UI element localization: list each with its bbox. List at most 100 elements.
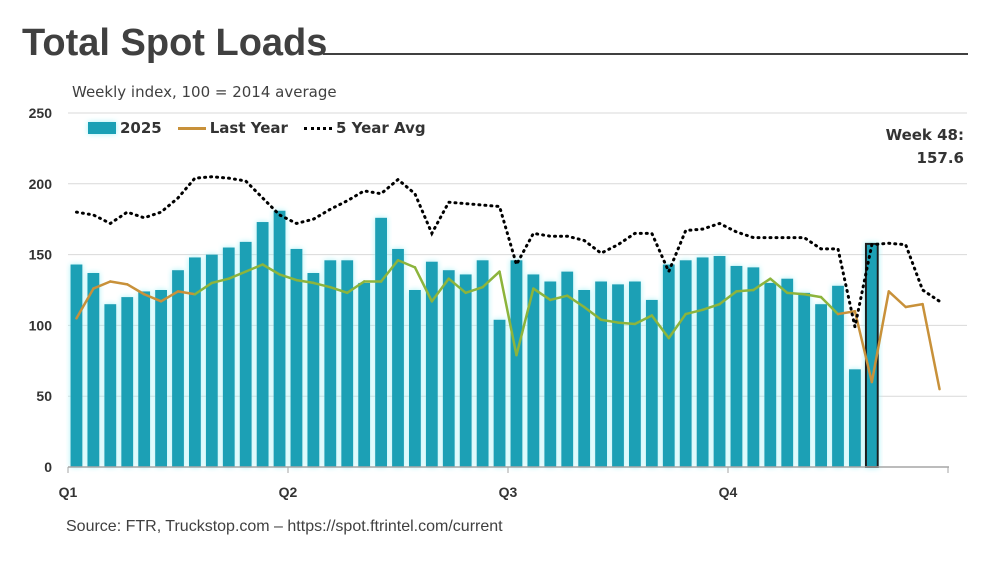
bar bbox=[307, 273, 320, 467]
bar bbox=[324, 260, 337, 467]
bar bbox=[290, 248, 303, 467]
bar bbox=[476, 260, 489, 467]
bar bbox=[798, 292, 811, 467]
x-tick-label: Q1 bbox=[59, 484, 78, 500]
bar bbox=[409, 290, 421, 467]
last-year-segment bbox=[244, 263, 264, 273]
last-year-segment bbox=[312, 281, 332, 289]
last-year-segment bbox=[549, 294, 569, 302]
last-year-segment bbox=[532, 287, 552, 302]
last-year-segment bbox=[769, 277, 789, 295]
last-year-segment bbox=[582, 305, 603, 321]
last-year-segment bbox=[329, 285, 349, 295]
y-tick-label: 200 bbox=[29, 176, 53, 192]
bar bbox=[375, 217, 387, 467]
bar bbox=[442, 270, 455, 467]
bar bbox=[155, 290, 167, 467]
bar bbox=[832, 285, 844, 467]
last-year-segment bbox=[413, 266, 434, 303]
bar bbox=[815, 304, 827, 467]
bar bbox=[612, 284, 624, 467]
axes: 0 50 100 150 200 250 Q1 Q2 Q3 Q4 bbox=[29, 105, 949, 500]
last-year-segment bbox=[278, 273, 298, 282]
y-tick-label: 250 bbox=[29, 105, 53, 121]
bar bbox=[459, 274, 472, 467]
last-year-segment bbox=[853, 309, 874, 384]
last-year-segment bbox=[295, 278, 315, 285]
y-tick-label: 150 bbox=[29, 247, 53, 263]
bar bbox=[645, 299, 658, 467]
x-tick-label: Q2 bbox=[279, 484, 298, 500]
last-year-segment bbox=[193, 281, 214, 296]
bar bbox=[358, 282, 371, 467]
last-year-segment bbox=[210, 277, 231, 285]
source-note: Source: FTR, Truckstop.com – https://spo… bbox=[66, 518, 503, 535]
bar bbox=[561, 271, 574, 467]
last-year-segment bbox=[75, 287, 95, 320]
last-year-segment bbox=[345, 280, 366, 295]
last-year-segment bbox=[481, 270, 501, 289]
legend-label-last-year: Last Year bbox=[209, 119, 288, 137]
chart-title: Total Spot Loads bbox=[22, 22, 328, 64]
five-year-avg-line bbox=[74, 175, 942, 328]
bar bbox=[679, 260, 692, 467]
last-year-segment bbox=[515, 287, 535, 357]
bar bbox=[239, 241, 252, 467]
last-year-segment bbox=[125, 283, 146, 296]
last-year-segment bbox=[684, 308, 704, 316]
bar bbox=[256, 222, 269, 467]
last-year-segment bbox=[887, 290, 907, 309]
legend-swatch-2025 bbox=[88, 122, 116, 134]
bar bbox=[629, 281, 641, 467]
y-tick-label: 50 bbox=[36, 388, 52, 404]
bar bbox=[205, 254, 218, 467]
bar bbox=[222, 247, 235, 467]
last-year-segment bbox=[464, 285, 484, 295]
legend: 2025 Last Year 5 Year Avg bbox=[88, 119, 426, 137]
last-year-segment bbox=[633, 314, 654, 326]
bars-2025 bbox=[70, 210, 879, 468]
bar bbox=[781, 278, 794, 467]
chart-subtitle: Weekly index, 100 = 2014 average bbox=[72, 83, 337, 101]
legend-item-five-year: 5 Year Avg bbox=[303, 119, 426, 137]
last-year-segment bbox=[447, 277, 467, 295]
title-rule bbox=[323, 53, 968, 55]
bar bbox=[341, 260, 354, 467]
legend-swatch-last-year bbox=[177, 126, 206, 130]
bar bbox=[527, 274, 540, 467]
legend-item-2025: 2025 bbox=[88, 119, 162, 137]
legend-label-2025: 2025 bbox=[120, 119, 162, 137]
last-year-segment bbox=[159, 290, 180, 303]
bar bbox=[189, 257, 201, 467]
bar bbox=[510, 260, 523, 467]
y-tick-label: 100 bbox=[29, 317, 53, 333]
last-year-segment bbox=[836, 309, 857, 316]
y-tick-label: 0 bbox=[44, 459, 52, 475]
x-tick-label: Q4 bbox=[719, 484, 738, 500]
bar bbox=[138, 291, 151, 467]
bar bbox=[172, 270, 184, 467]
bar bbox=[578, 290, 591, 467]
bar bbox=[104, 304, 117, 467]
bar bbox=[70, 264, 83, 467]
series-lines bbox=[74, 175, 942, 391]
bar bbox=[493, 319, 506, 467]
last-year-segment bbox=[565, 294, 586, 309]
callout-value: 157.6 bbox=[916, 149, 964, 167]
last-year-segment bbox=[109, 280, 129, 286]
last-year-segment bbox=[802, 292, 823, 299]
last-year-segment bbox=[667, 312, 687, 340]
last-year-segment bbox=[650, 314, 671, 340]
last-year-segment bbox=[261, 263, 281, 276]
last-year-segment bbox=[718, 290, 738, 306]
last-year-segment bbox=[735, 288, 755, 293]
bar bbox=[747, 267, 760, 467]
bar bbox=[764, 282, 777, 467]
bar bbox=[696, 257, 709, 467]
last-year-segment bbox=[227, 270, 247, 280]
bar bbox=[713, 256, 726, 467]
last-year-segment bbox=[176, 290, 197, 296]
legend-label-five-year: 5 Year Avg bbox=[335, 119, 426, 137]
bar bbox=[662, 264, 675, 467]
